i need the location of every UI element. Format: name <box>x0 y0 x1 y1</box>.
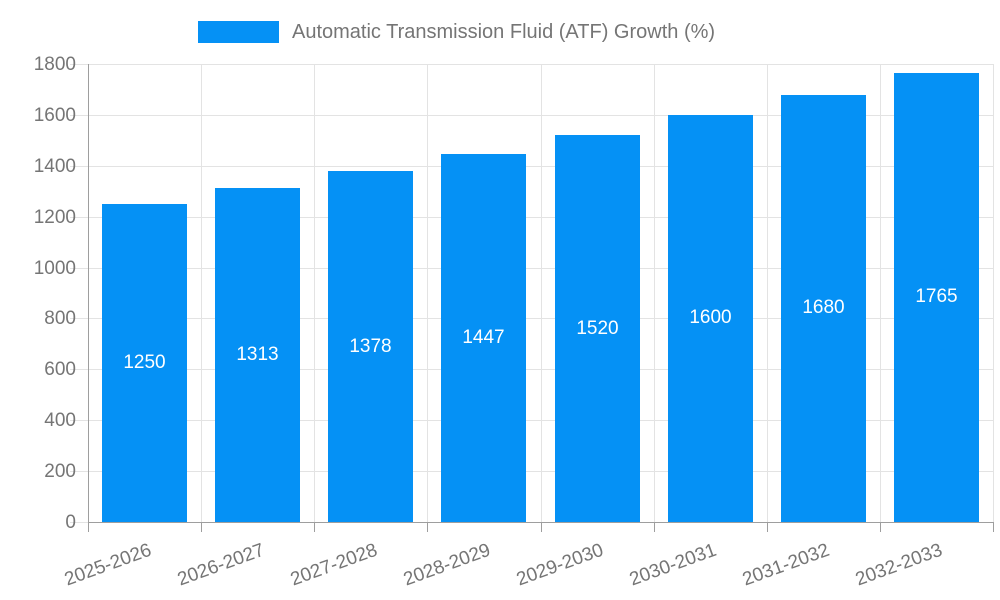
y-tick-label: 600 <box>44 359 76 380</box>
gridline-horizontal <box>70 166 993 167</box>
x-axis-tick <box>993 523 994 532</box>
bar-value-label: 1447 <box>462 327 505 348</box>
gridline-horizontal <box>70 420 993 421</box>
bar[interactable] <box>668 115 753 522</box>
x-axis-tick <box>767 523 768 532</box>
x-tick-label: 2031-2032 <box>739 539 833 591</box>
x-tick-label: 2028-2029 <box>400 539 494 591</box>
bar[interactable] <box>781 95 866 522</box>
gridline-horizontal <box>70 318 993 319</box>
gridline-vertical <box>767 64 768 522</box>
gridline-vertical <box>654 64 655 522</box>
gridline-vertical <box>427 64 428 522</box>
bar[interactable] <box>894 73 979 522</box>
x-tick-label: 2030-2031 <box>626 539 720 591</box>
x-axis-tick <box>314 523 315 532</box>
x-axis-tick <box>541 523 542 532</box>
legend-label: Automatic Transmission Fluid (ATF) Growt… <box>292 21 716 43</box>
x-tick-label: 2029-2030 <box>513 539 607 591</box>
y-tick-label: 1000 <box>33 258 76 279</box>
bar[interactable] <box>328 171 413 522</box>
bar-value-label: 1765 <box>915 286 958 307</box>
y-tick-label: 800 <box>44 308 76 329</box>
x-axis-tick <box>880 523 881 532</box>
x-tick-label: 2032-2033 <box>852 539 946 591</box>
legend-swatch <box>198 21 279 43</box>
gridline-horizontal <box>70 369 993 370</box>
legend[interactable]: Automatic Transmission Fluid (ATF) Growt… <box>198 21 715 43</box>
y-tick-label: 1800 <box>33 54 76 75</box>
gridline-horizontal <box>70 217 993 218</box>
gridline-horizontal <box>70 64 993 65</box>
gridline-vertical <box>541 64 542 522</box>
y-tick-label: 1600 <box>33 105 76 126</box>
bar-value-label: 1250 <box>123 352 166 373</box>
gridline-horizontal <box>70 268 993 269</box>
y-tick-label: 400 <box>44 410 76 431</box>
gridline-vertical <box>201 64 202 522</box>
x-axis-tick-left <box>70 522 88 523</box>
bar[interactable] <box>441 154 526 522</box>
gridline-vertical <box>314 64 315 522</box>
x-axis-tick <box>654 523 655 532</box>
bar-value-label: 1313 <box>236 344 279 365</box>
y-tick-label: 0 <box>65 512 76 533</box>
gridline-horizontal <box>70 471 993 472</box>
x-axis-tick <box>201 523 202 532</box>
bar-value-label: 1520 <box>576 318 619 339</box>
y-tick-label: 200 <box>44 461 76 482</box>
gridline-vertical <box>993 64 994 522</box>
y-axis-line <box>88 64 89 532</box>
bar[interactable] <box>555 135 640 522</box>
x-axis-line <box>88 522 994 523</box>
y-tick-label: 1200 <box>33 207 76 228</box>
x-tick-label: 2027-2028 <box>287 539 381 591</box>
x-axis-tick <box>427 523 428 532</box>
bar-value-label: 1680 <box>802 297 845 318</box>
x-tick-label: 2025-2026 <box>61 539 155 591</box>
bar[interactable] <box>102 204 187 522</box>
y-tick-label: 1400 <box>33 156 76 177</box>
bar-value-label: 1378 <box>349 336 392 357</box>
gridline-vertical <box>880 64 881 522</box>
x-tick-label: 2026-2027 <box>174 539 268 591</box>
gridline-horizontal <box>70 115 993 116</box>
bar-value-label: 1600 <box>689 307 732 328</box>
bar[interactable] <box>215 188 300 522</box>
